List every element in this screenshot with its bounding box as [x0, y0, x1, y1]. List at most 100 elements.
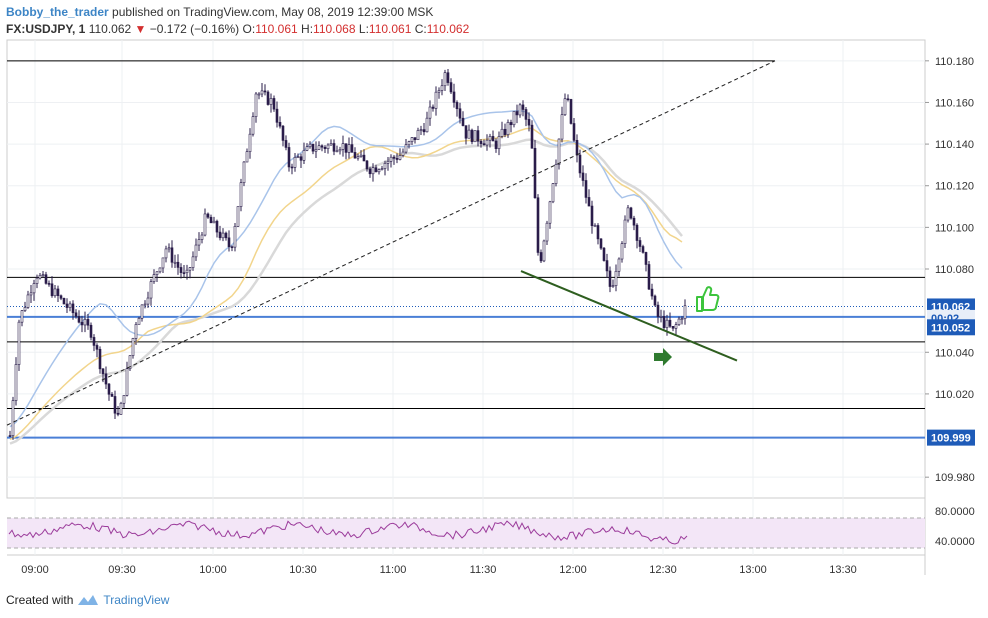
- candle-body: [143, 303, 147, 306]
- candle-body: [182, 272, 186, 274]
- candle-body: [392, 156, 396, 159]
- price-tick-label: 110.160: [935, 97, 974, 109]
- thumbs-up-icon: [696, 286, 720, 312]
- footer: Created with TradingView: [6, 593, 169, 607]
- candle-body: [362, 154, 366, 162]
- candle-body: [548, 201, 552, 224]
- candle-body: [479, 140, 483, 144]
- candle-body: [476, 130, 480, 142]
- time-tick-label: 11:30: [470, 564, 497, 576]
- created-with-label: Created with: [6, 593, 74, 607]
- candle-body: [380, 168, 384, 170]
- candle-body: [593, 225, 597, 227]
- candle-body: [626, 207, 630, 221]
- candle-body: [20, 310, 24, 323]
- candle-body: [173, 261, 177, 264]
- candle-body: [425, 117, 429, 133]
- candle-body: [551, 183, 555, 203]
- candle-body: [47, 283, 51, 285]
- candle-body: [188, 267, 192, 271]
- candle-body: [11, 400, 15, 436]
- candle-body: [344, 143, 348, 153]
- candle-body: [341, 143, 345, 150]
- candle-body: [164, 248, 168, 259]
- candle-body: [386, 161, 390, 164]
- candle-body: [422, 129, 426, 133]
- tradingview-link[interactable]: TradingView: [103, 593, 170, 607]
- candle-body: [359, 154, 363, 157]
- candle-body: [575, 139, 579, 156]
- candle-body: [473, 130, 477, 143]
- candle-body: [662, 316, 666, 328]
- candle-body: [521, 104, 525, 110]
- candle-body: [200, 234, 204, 240]
- candle-body: [44, 274, 48, 284]
- candle-body: [389, 156, 393, 162]
- candle-body: [287, 147, 291, 168]
- candle-body: [503, 128, 507, 135]
- candle-body: [248, 133, 252, 153]
- candle-body: [77, 316, 81, 323]
- candle-body: [428, 106, 432, 119]
- level-badge-b: 109.999: [931, 433, 971, 445]
- high-value: 110.068: [313, 22, 356, 36]
- candle-body: [545, 222, 549, 242]
- candle-body: [149, 281, 153, 299]
- candle-body: [257, 93, 261, 96]
- candle-body: [419, 129, 423, 131]
- candle-body: [290, 166, 294, 169]
- candle-body: [647, 264, 651, 290]
- candle-body: [212, 220, 216, 224]
- publish-info: published on TradingView.com, May 08, 20…: [112, 5, 434, 19]
- price-tick-label: 110.100: [935, 222, 974, 234]
- candle-body: [125, 368, 129, 396]
- candle-body: [176, 261, 180, 268]
- candle-body: [119, 402, 123, 415]
- candle-body: [284, 140, 288, 148]
- candle-body: [230, 246, 234, 249]
- ma-fast-line: [9, 109, 683, 428]
- candle-body: [410, 137, 414, 142]
- candle-body: [320, 145, 324, 148]
- candle-body: [26, 294, 30, 308]
- candle-body: [437, 90, 441, 93]
- candle-body: [434, 91, 438, 109]
- candle-body: [191, 256, 195, 268]
- price-tick-label: 110.120: [935, 181, 974, 193]
- rsi-level-80: 80.0000: [935, 506, 975, 518]
- candle-body: [590, 205, 594, 226]
- price-change: −0.172 (−0.16%): [149, 22, 240, 36]
- candle-body: [224, 232, 228, 239]
- candle-body: [74, 312, 78, 317]
- candle-body: [404, 144, 408, 153]
- candle-body: [509, 122, 513, 126]
- candle-body: [41, 274, 45, 276]
- time-tick-label: 11:00: [380, 564, 407, 576]
- candle-body: [578, 154, 582, 174]
- candle-body: [587, 197, 591, 207]
- candle-body: [299, 156, 303, 161]
- candle-body: [305, 146, 309, 151]
- candle-body: [449, 82, 453, 93]
- candle-body: [644, 252, 648, 265]
- candle-body: [470, 129, 474, 143]
- author-link[interactable]: Bobby_the_trader: [6, 5, 109, 19]
- candle-body: [542, 240, 546, 262]
- candle-body: [116, 412, 120, 415]
- candle-body: [416, 130, 420, 141]
- candle-body: [452, 91, 456, 103]
- candle-body: [323, 146, 327, 149]
- candle-body: [374, 167, 378, 173]
- candle-body: [65, 303, 69, 308]
- time-tick-label: 13:30: [829, 564, 857, 576]
- candle-body: [353, 152, 357, 159]
- candle-body: [260, 90, 264, 95]
- rsi-level-40: 40.0000: [935, 536, 975, 548]
- candle-body: [14, 364, 18, 401]
- publish-line: Bobby_the_trader published on TradingVie…: [6, 4, 906, 21]
- dashed-trendline: [6, 60, 776, 426]
- candle-body: [263, 90, 267, 93]
- candle-body: [518, 104, 522, 116]
- candle-body: [92, 337, 96, 346]
